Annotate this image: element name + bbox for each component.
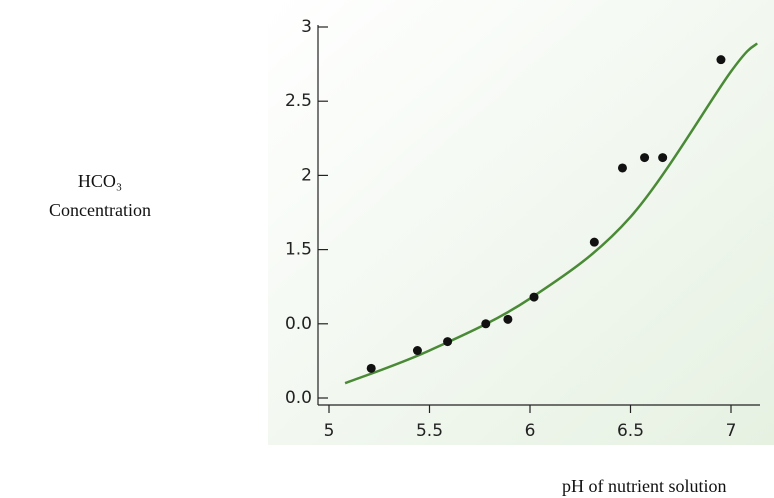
y-tick-label: 3 bbox=[301, 17, 312, 37]
data-point bbox=[412, 346, 422, 356]
y-tick-label: 2 bbox=[301, 165, 312, 185]
data-point bbox=[366, 363, 376, 373]
x-tick-label: 5.5 bbox=[416, 421, 443, 441]
x-tick-label: 5 bbox=[324, 421, 335, 441]
data-point bbox=[658, 153, 668, 163]
data-point bbox=[529, 292, 539, 302]
y-tick-label: 0.0 bbox=[285, 388, 312, 408]
x-tick-label: 6 bbox=[525, 421, 536, 441]
y-tick-label: 2.5 bbox=[285, 91, 312, 111]
data-point bbox=[503, 314, 513, 324]
x-axis-label: pH of nutrient solution bbox=[562, 476, 727, 496]
data-point bbox=[716, 55, 726, 65]
y-axis-label: HCO₃ bbox=[78, 171, 122, 191]
data-point bbox=[481, 319, 491, 329]
y-axis-label: Concentration bbox=[49, 200, 151, 220]
plot-background bbox=[268, 0, 774, 445]
x-tick-label: 6.5 bbox=[617, 421, 644, 441]
data-point bbox=[640, 153, 650, 163]
y-tick-label: 0.0 bbox=[285, 314, 312, 334]
x-tick-label: 7 bbox=[726, 421, 737, 441]
data-point bbox=[617, 163, 627, 173]
data-point bbox=[443, 337, 453, 347]
y-tick-label: 1.5 bbox=[285, 240, 312, 260]
data-point bbox=[589, 237, 599, 247]
fit-curve bbox=[344, 42, 759, 385]
